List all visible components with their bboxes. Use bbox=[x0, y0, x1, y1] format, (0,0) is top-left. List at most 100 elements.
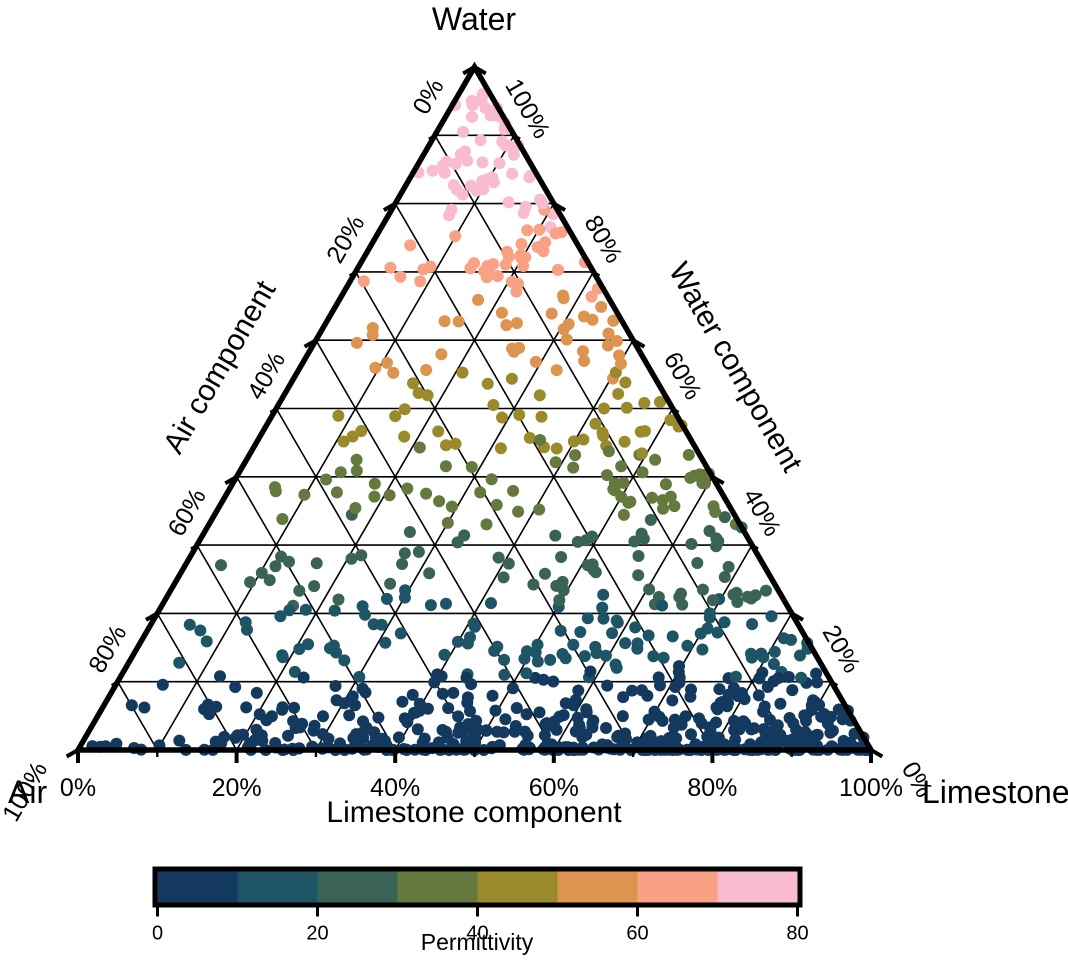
scatter-point bbox=[533, 503, 546, 516]
scatter-point bbox=[173, 734, 186, 747]
scatter-point bbox=[824, 710, 837, 723]
scatter-point bbox=[560, 333, 573, 346]
scatter-point bbox=[475, 94, 488, 107]
scatter-point bbox=[634, 425, 647, 438]
scatter-point bbox=[203, 708, 216, 721]
scatter-point bbox=[214, 670, 226, 683]
scatter-point bbox=[426, 164, 439, 177]
tick-label-limestone: 100% bbox=[839, 774, 903, 802]
scatter-point bbox=[682, 448, 695, 461]
scatter-point bbox=[283, 604, 296, 617]
scatter-points bbox=[86, 88, 873, 756]
scatter-point bbox=[435, 670, 448, 683]
scatter-point bbox=[332, 409, 345, 422]
scatter-point bbox=[274, 610, 287, 623]
scatter-point bbox=[624, 495, 637, 508]
scatter-point bbox=[672, 666, 685, 678]
scatter-point bbox=[608, 477, 621, 490]
scatter-point bbox=[381, 356, 393, 369]
scatter-point bbox=[413, 697, 426, 710]
scatter-point bbox=[449, 230, 462, 243]
scatter-point bbox=[811, 676, 824, 689]
scatter-point bbox=[496, 135, 509, 148]
scatter-point bbox=[337, 435, 350, 448]
scatter-point bbox=[616, 710, 629, 723]
scatter-point bbox=[456, 366, 469, 379]
scatter-point bbox=[718, 571, 731, 583]
scatter-point bbox=[505, 372, 518, 385]
gridline-limestone bbox=[553, 476, 714, 751]
colorbar-tick-label: 80 bbox=[786, 923, 808, 945]
scatter-point bbox=[572, 684, 585, 697]
scatter-point bbox=[732, 690, 745, 703]
scatter-point bbox=[275, 550, 288, 563]
scatter-point bbox=[491, 640, 504, 653]
scatter-point bbox=[679, 710, 692, 723]
scatter-point bbox=[490, 498, 503, 511]
scatter-point bbox=[601, 469, 613, 482]
scatter-point bbox=[596, 426, 609, 439]
scatter-point bbox=[461, 691, 474, 704]
scatter-point bbox=[451, 635, 464, 648]
scatter-point bbox=[619, 376, 632, 389]
scatter-point bbox=[452, 710, 465, 723]
scatter-point bbox=[559, 697, 572, 710]
tick-air bbox=[462, 65, 476, 76]
scatter-point bbox=[798, 709, 811, 722]
scatter-point bbox=[288, 701, 301, 714]
scatter-point bbox=[296, 717, 309, 730]
scatter-point bbox=[478, 265, 491, 278]
scatter-point bbox=[255, 566, 268, 579]
scatter-point bbox=[265, 710, 278, 723]
scatter-point bbox=[571, 711, 584, 724]
tick-label-limestone: 0% bbox=[60, 774, 96, 802]
scatter-point bbox=[317, 710, 329, 723]
scatter-point bbox=[439, 460, 452, 473]
scatter-point bbox=[297, 671, 310, 684]
scatter-point bbox=[713, 683, 726, 696]
scatter-point bbox=[125, 699, 138, 712]
scatter-point bbox=[452, 315, 465, 328]
scatter-point bbox=[554, 624, 567, 637]
scatter-point bbox=[240, 701, 253, 714]
scatter-point bbox=[457, 125, 470, 138]
gridline-air bbox=[434, 134, 793, 751]
scatter-point bbox=[310, 557, 323, 570]
scatter-point bbox=[460, 671, 473, 684]
scatter-point bbox=[585, 290, 598, 303]
gridline-air bbox=[235, 476, 396, 751]
scatter-point bbox=[420, 364, 433, 376]
scatter-point bbox=[465, 179, 477, 192]
tick-water bbox=[711, 475, 725, 486]
scatter-point bbox=[372, 711, 385, 724]
scatter-point bbox=[517, 260, 530, 272]
scatter-point bbox=[384, 261, 397, 274]
scatter-point bbox=[617, 691, 630, 704]
scatter-point bbox=[244, 576, 257, 589]
scatter-point bbox=[383, 489, 396, 502]
tick-water bbox=[552, 201, 567, 212]
scatter-point bbox=[753, 672, 766, 685]
scatter-point bbox=[472, 293, 485, 306]
tick-label-limestone: 40% bbox=[370, 774, 420, 802]
scatter-point bbox=[466, 99, 479, 111]
scatter-point bbox=[555, 226, 568, 239]
scatter-point bbox=[469, 731, 481, 743]
tick-water bbox=[830, 680, 839, 687]
scatter-point bbox=[643, 583, 656, 596]
scatter-point bbox=[350, 464, 363, 477]
scatter-point bbox=[767, 658, 780, 670]
scatter-point bbox=[543, 719, 556, 732]
scatter-point bbox=[183, 618, 196, 631]
scatter-point bbox=[549, 529, 562, 542]
scatter-point bbox=[404, 239, 417, 252]
tick-water bbox=[790, 611, 805, 622]
scatter-point bbox=[815, 710, 828, 723]
tick-air bbox=[303, 338, 317, 349]
scatter-point bbox=[506, 342, 519, 355]
scatter-point bbox=[366, 329, 379, 341]
scatter-point bbox=[495, 306, 508, 319]
scatter-point bbox=[355, 549, 368, 562]
scatter-point bbox=[617, 476, 630, 489]
